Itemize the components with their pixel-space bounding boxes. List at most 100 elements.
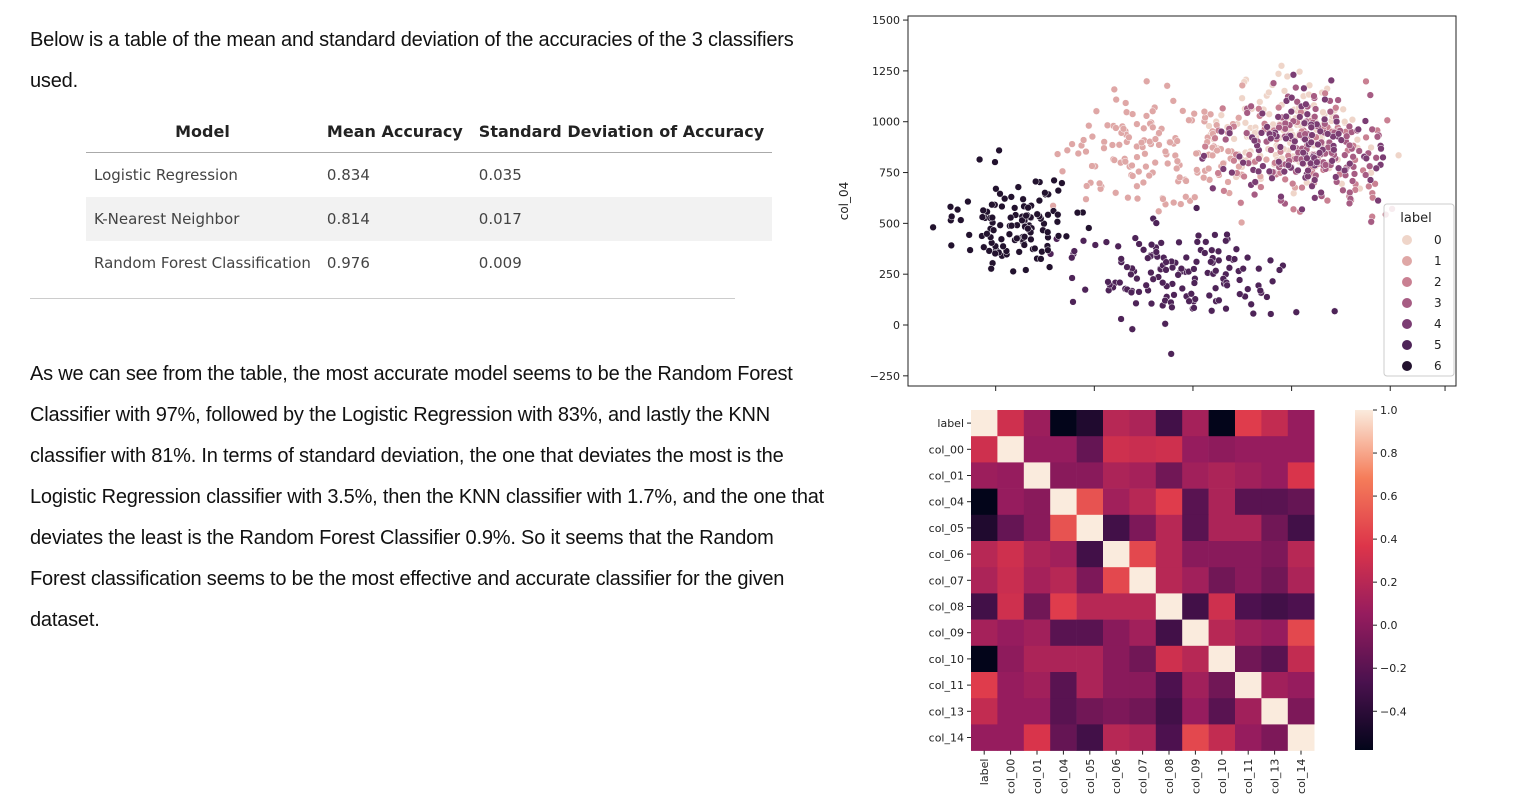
heatmap-cell <box>1182 619 1209 647</box>
row-label: col_14 <box>929 732 964 745</box>
scatter-point <box>1331 307 1339 315</box>
scatter-point <box>1170 198 1178 207</box>
heatmap-cell <box>971 436 998 463</box>
scatter-point <box>1289 180 1297 188</box>
scatter-point <box>1217 127 1226 136</box>
scatter-point <box>1151 158 1159 167</box>
heatmap-cell <box>1235 488 1262 516</box>
heatmap-cell <box>971 645 998 673</box>
scatter-point <box>1236 290 1244 298</box>
row-label: col_08 <box>929 601 964 614</box>
scatter-point <box>1368 125 1376 134</box>
scatter-point <box>1194 231 1203 240</box>
scatter-point <box>1277 62 1286 70</box>
scatter-point <box>1127 288 1136 297</box>
heatmap-cell <box>1076 488 1104 516</box>
heatmap-cell <box>1076 541 1104 568</box>
scatter-point <box>1114 242 1122 250</box>
scatter-point <box>1127 270 1135 279</box>
scatter-point <box>1292 83 1300 92</box>
heatmap-cell <box>1182 514 1209 542</box>
scatter-point <box>1321 161 1330 169</box>
scatter-point <box>1192 149 1200 158</box>
scatter-point <box>1011 204 1019 212</box>
heatmap-cell <box>971 462 998 489</box>
scatter-point <box>1327 76 1335 85</box>
scatter-point <box>1232 245 1241 253</box>
scatter-point <box>1167 350 1175 358</box>
scatter-point <box>1265 110 1273 118</box>
scatter-point <box>1245 151 1253 159</box>
heatmap-cell <box>1261 645 1289 673</box>
heatmap-cell <box>971 672 998 699</box>
scatter-point <box>1173 137 1181 145</box>
table-row: Random Forest Classification 0.976 0.009 <box>86 241 772 285</box>
scatter-point <box>1257 183 1265 191</box>
scatter-point <box>1237 218 1246 227</box>
scatter-point <box>1147 268 1155 277</box>
scatter-point <box>1104 278 1112 286</box>
heatmap-cell <box>1129 462 1157 489</box>
scatter-point <box>1139 246 1148 254</box>
scatter-point <box>1163 82 1171 90</box>
y-tick-label: −250 <box>870 370 900 383</box>
scatter-point <box>1255 265 1263 273</box>
scatter-point <box>1035 196 1044 205</box>
scatter-point <box>1155 141 1163 149</box>
table-row: K-Nearest Neighbor 0.814 0.017 <box>86 197 773 241</box>
legend-marker <box>1402 277 1412 287</box>
scatter-point <box>1316 127 1324 135</box>
scatter-point <box>1173 164 1181 173</box>
scatter-point <box>1267 146 1275 154</box>
scatter-point <box>1007 222 1016 230</box>
scatter-point <box>1214 247 1223 255</box>
scatter-point <box>1256 286 1264 295</box>
col-label: col_11 <box>1242 759 1255 794</box>
scatter-point <box>1292 308 1300 316</box>
table-bottom-divider <box>30 298 735 299</box>
scatter-point <box>1362 154 1370 163</box>
heatmap-cell <box>1103 488 1130 516</box>
heatmap-cell <box>997 698 1025 725</box>
heatmap-cell <box>1235 462 1262 489</box>
scatter-point <box>1013 234 1021 243</box>
colorbar <box>1355 410 1373 750</box>
heatmap-cell <box>971 724 998 751</box>
heatmap-cell <box>1287 462 1315 489</box>
heatmap-cell <box>1261 436 1289 463</box>
scatter-point <box>1020 241 1028 249</box>
heatmap-cell <box>1103 619 1130 647</box>
scatter-point <box>1182 193 1190 201</box>
scatter-point <box>992 185 1000 193</box>
scatter-point <box>953 205 962 214</box>
scatter-point <box>1133 274 1141 283</box>
heatmap-cell <box>971 698 998 725</box>
colorbar-tick-label: −0.4 <box>1380 705 1407 718</box>
scatter-point <box>1092 107 1101 115</box>
scatter-point <box>1238 81 1246 90</box>
scatter-point <box>1334 130 1343 138</box>
heatmap-cell <box>1235 514 1262 542</box>
scatter-point <box>1185 297 1193 305</box>
scatter-point <box>1193 238 1201 246</box>
scatter-point <box>1308 131 1316 139</box>
scatter-point <box>1190 265 1198 273</box>
heatmap-cell <box>1208 698 1236 725</box>
scatter-point <box>1079 237 1088 245</box>
scatter-point <box>1247 102 1255 110</box>
heatmap-cell <box>1208 645 1236 673</box>
heatmap-cell <box>1182 567 1209 594</box>
heatmap-cell <box>1155 593 1183 620</box>
heatmap-cell <box>1129 541 1157 568</box>
heatmap-cell <box>1076 619 1104 647</box>
row-label: col_01 <box>929 470 964 483</box>
scatter-point <box>1164 159 1172 168</box>
scatter-point <box>1332 173 1340 181</box>
heatmap-cell <box>1261 541 1289 568</box>
colorbar-tick-label: −0.2 <box>1380 662 1407 675</box>
scatter-point <box>1144 254 1152 262</box>
scatter-point <box>1362 171 1370 179</box>
scatter-point <box>1112 95 1120 104</box>
heatmap-cell <box>1287 619 1315 647</box>
scatter-point <box>1174 271 1182 279</box>
